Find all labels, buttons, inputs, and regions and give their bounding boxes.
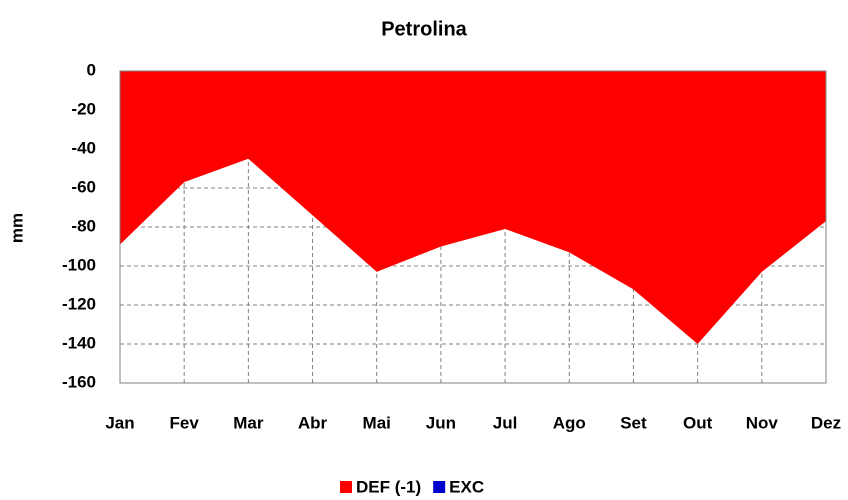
y-tick-label: -20 (71, 99, 96, 118)
y-tick-label: -60 (71, 177, 96, 196)
y-tick-label: -120 (62, 294, 96, 313)
y-tick-label: -40 (71, 138, 96, 157)
x-tick-label: Ago (553, 413, 586, 432)
x-tick-label: Out (683, 413, 713, 432)
area (120, 71, 826, 344)
x-tick-label: Mar (233, 413, 264, 432)
x-tick-label: Jan (105, 413, 134, 432)
x-tick-label: Mai (363, 413, 391, 432)
chart-title: Petrolina (381, 18, 467, 40)
x-tick-label: Dez (811, 413, 841, 432)
y-tick-label: -100 (62, 255, 96, 274)
x-tick-label: Fev (170, 413, 200, 432)
x-tick-label: Jun (426, 413, 456, 432)
y-tick-label: -80 (71, 216, 96, 235)
legend-label: DEF (-1) (356, 477, 421, 496)
legend-label: EXC (449, 477, 484, 496)
x-tick-label: Abr (298, 413, 328, 432)
y-axis-label: mm (7, 213, 26, 243)
y-tick-label: -160 (62, 372, 96, 391)
legend-swatch (433, 481, 446, 493)
x-tick-label: Set (620, 413, 647, 432)
plot-border (119, 70, 827, 384)
y-tick-label: 0 (87, 60, 96, 79)
x-tick-label: Jul (493, 413, 518, 432)
y-tick-label: -140 (62, 333, 96, 352)
legend-swatch (340, 481, 352, 493)
x-tick-label: Nov (746, 413, 779, 432)
